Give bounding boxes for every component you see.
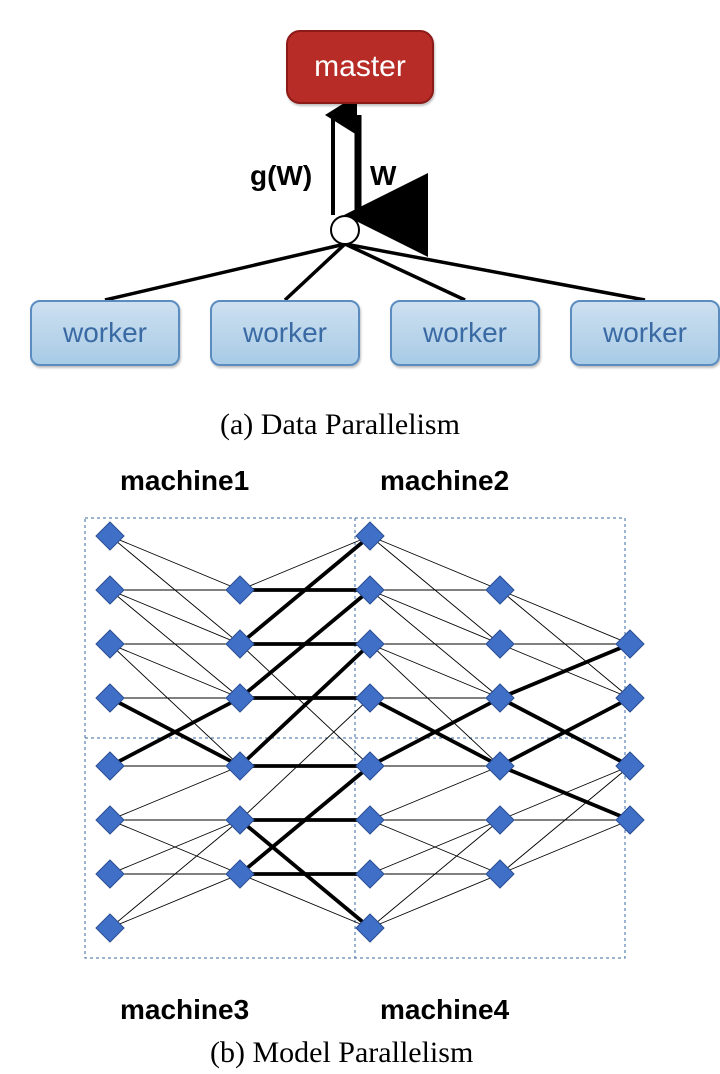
node-3-5 xyxy=(486,860,514,888)
node-0-3 xyxy=(96,684,124,712)
node-4-3 xyxy=(616,806,644,834)
node-0-5 xyxy=(96,806,124,834)
node-2-6 xyxy=(356,860,384,888)
node-3-0 xyxy=(486,576,514,604)
node-2-5 xyxy=(356,806,384,834)
model-parallelism-diagram xyxy=(0,0,720,1074)
node-4-0 xyxy=(616,630,644,658)
node-0-1 xyxy=(96,576,124,604)
node-0-4 xyxy=(96,752,124,780)
node-0-0 xyxy=(96,522,124,550)
node-0-7 xyxy=(96,914,124,942)
node-1-0 xyxy=(226,576,254,604)
node-4-1 xyxy=(616,684,644,712)
node-4-2 xyxy=(616,752,644,780)
caption-b: (b) Model Parallelism xyxy=(210,1036,473,1070)
node-3-2 xyxy=(486,684,514,712)
node-0-6 xyxy=(96,860,124,888)
node-3-4 xyxy=(486,806,514,834)
node-3-1 xyxy=(486,630,514,658)
